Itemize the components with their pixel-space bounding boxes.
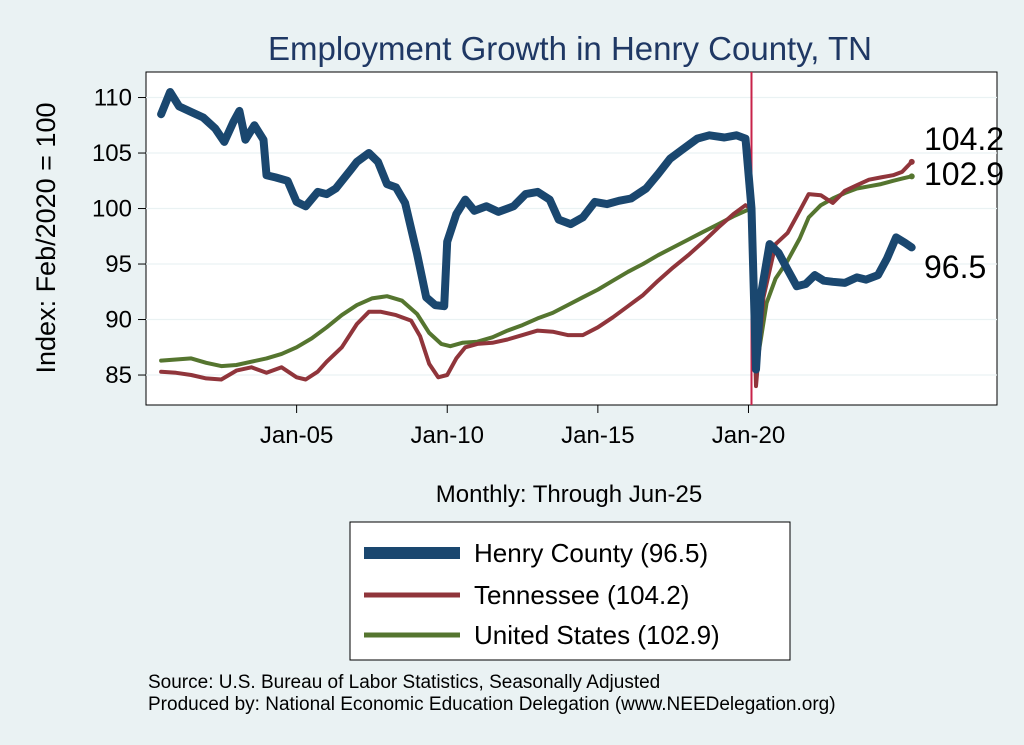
x-axis-title: Monthly: Through Jun-25: [436, 481, 702, 508]
end-value-label: 104.2: [924, 121, 1004, 157]
end-marker: [908, 173, 915, 180]
gridlines: [146, 96, 997, 376]
series-lines: [157, 88, 916, 389]
source-note: Source: U.S. Bureau of Labor Statistics,…: [148, 672, 660, 693]
y-tick-label: 100: [92, 196, 132, 223]
legend-label: United States (102.9): [474, 620, 720, 650]
x-tick-label: Jan-20: [712, 422, 785, 449]
legend-label: Henry County (96.5): [474, 538, 708, 568]
series-line-1: [159, 159, 914, 389]
chart-title: Employment Growth in Henry County, TN: [268, 30, 872, 67]
series-line-0: [157, 88, 916, 374]
end-value-label: 102.9: [924, 156, 1004, 192]
legend-label: Tennessee (104.2): [474, 580, 689, 610]
x-tick-label: Jan-15: [561, 422, 634, 449]
end-marker: [908, 244, 915, 251]
y-tick-label: 85: [105, 362, 132, 389]
y-tick-label: 105: [92, 140, 132, 167]
y-tick-label: 90: [105, 307, 132, 334]
y-axis-title: Index: Feb/2020 = 100: [31, 103, 61, 374]
end-marker: [908, 158, 915, 165]
y-tick-label: 95: [105, 251, 132, 278]
producer-note: Produced by: National Economic Education…: [148, 694, 836, 715]
y-tick-label: 110: [94, 85, 132, 112]
legend-items: Henry County (96.5) Tennessee (104.2) Unit…: [364, 538, 720, 650]
end-value-label: 96.5: [924, 249, 986, 285]
x-tick-label: Jan-10: [411, 422, 484, 449]
y-axis: 85 90 95 100 105 110: [92, 85, 146, 389]
series-line-2: [159, 174, 914, 369]
x-axis: Jan-05 Jan-10 Jan-15 Jan-20: [260, 405, 785, 449]
x-tick-label: Jan-05: [260, 422, 333, 449]
